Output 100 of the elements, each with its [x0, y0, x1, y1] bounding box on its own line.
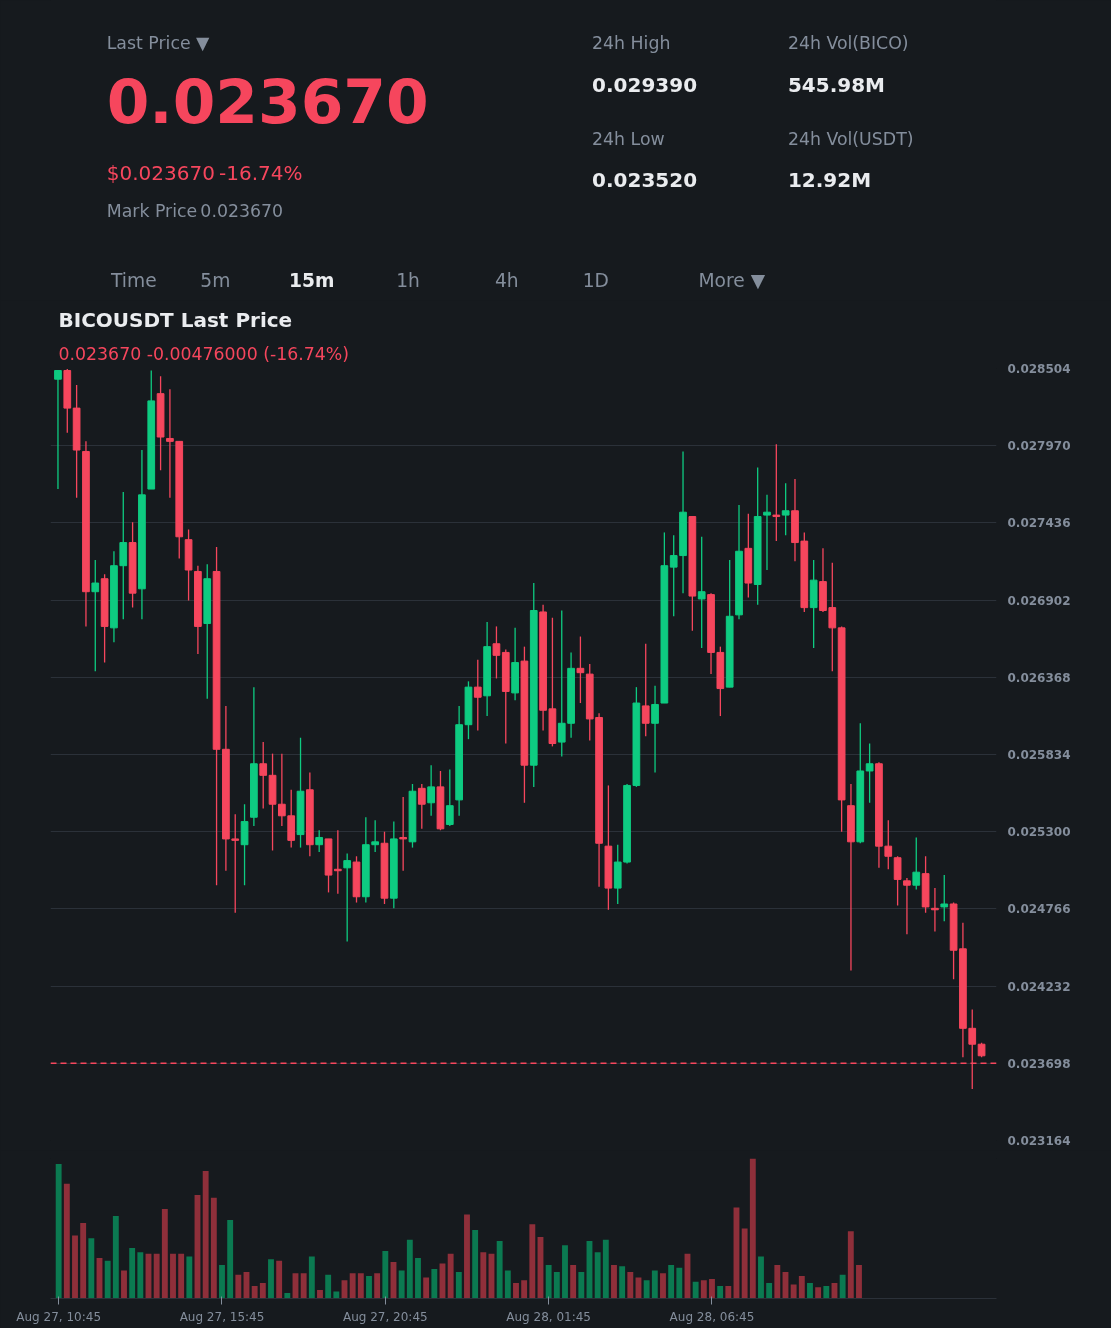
text: 0.023520	[592, 167, 698, 192]
text: $0.023670	[106, 160, 215, 185]
y-tick-label: 0.027436	[1007, 516, 1071, 531]
bar	[251, 1285, 258, 1299]
bar	[619, 1266, 626, 1299]
x-tick-label: Aug 27, 20:45	[342, 1309, 428, 1324]
bar	[455, 1271, 462, 1299]
bar	[553, 1271, 560, 1299]
candlestick	[473, 659, 482, 732]
bar	[815, 1287, 822, 1299]
text: 12.92M	[787, 167, 872, 192]
candlestick	[576, 635, 585, 704]
bar	[55, 1164, 62, 1299]
text: 1D	[582, 270, 609, 291]
candlestick	[641, 643, 650, 737]
bar	[88, 1238, 95, 1299]
bar	[717, 1285, 724, 1299]
candlestick	[781, 482, 790, 536]
bar	[823, 1285, 830, 1299]
text: 24h High	[592, 32, 671, 53]
bar	[431, 1269, 438, 1299]
bar	[774, 1264, 781, 1299]
chart-title: BICOUSDT Last Price	[58, 307, 293, 332]
bar	[284, 1292, 291, 1299]
bar	[382, 1250, 389, 1299]
y-tick-label: 0.026902	[1007, 593, 1071, 608]
bar	[725, 1285, 732, 1299]
bar	[235, 1274, 242, 1299]
y-tick-label: 0.023698	[1007, 1056, 1071, 1071]
candlestick	[940, 874, 949, 922]
bar	[602, 1239, 609, 1299]
bar	[668, 1264, 675, 1299]
bar	[137, 1252, 144, 1299]
bar	[545, 1264, 552, 1299]
text: Time	[109, 270, 157, 291]
bar	[676, 1267, 683, 1299]
candlestick	[417, 783, 426, 830]
x-tick-label: Aug 28, 06:45	[669, 1309, 755, 1324]
bar	[300, 1273, 307, 1299]
bar	[153, 1253, 160, 1299]
y-tick-label: 0.027970	[1007, 439, 1071, 454]
text: 24h Vol(USDT)	[787, 128, 914, 149]
candlestick	[427, 764, 435, 817]
candlestick	[54, 369, 62, 490]
candlestick	[240, 803, 249, 886]
bar	[210, 1197, 217, 1299]
bar	[529, 1224, 536, 1299]
text: 24h Low	[592, 128, 665, 149]
bar	[496, 1241, 503, 1299]
bar	[839, 1274, 846, 1299]
bar	[758, 1256, 764, 1299]
y-tick-label: 0.028504	[1007, 362, 1071, 376]
bar	[562, 1245, 568, 1299]
bar	[447, 1253, 454, 1299]
bar	[63, 1183, 70, 1299]
bar	[317, 1290, 323, 1299]
bar	[504, 1270, 511, 1299]
candlestick	[912, 836, 921, 891]
candlestick	[492, 625, 501, 680]
bar	[700, 1280, 707, 1299]
bar	[570, 1264, 577, 1299]
bar	[374, 1273, 381, 1299]
y-tick-label: 0.025300	[1007, 825, 1071, 840]
bar	[611, 1264, 617, 1299]
x-tick-label: Aug 27, 15:45	[179, 1309, 265, 1324]
bar	[357, 1273, 364, 1299]
bar	[709, 1278, 715, 1299]
candlestick	[651, 685, 659, 774]
candlestick	[763, 494, 771, 571]
bar	[170, 1253, 176, 1299]
candlestick	[91, 559, 100, 672]
bar	[798, 1276, 805, 1299]
bar	[594, 1252, 601, 1299]
candlestick	[903, 877, 911, 935]
bar	[578, 1271, 585, 1299]
bar	[129, 1248, 136, 1299]
bar	[227, 1220, 234, 1299]
bar	[643, 1280, 650, 1299]
bar	[308, 1256, 315, 1299]
candlestick	[231, 813, 240, 914]
text: 545.98M	[787, 72, 885, 97]
candlestick	[697, 536, 706, 649]
bar	[349, 1273, 356, 1299]
text: -16.74%	[219, 160, 303, 185]
bar	[121, 1270, 127, 1299]
bar	[741, 1228, 748, 1299]
bar	[423, 1277, 430, 1299]
text: Mark Price	[106, 200, 198, 221]
bar	[219, 1264, 225, 1299]
y-tick-label: 0.024766	[1007, 902, 1071, 917]
bar	[807, 1283, 813, 1299]
bar	[513, 1283, 519, 1299]
y-tick-label: 0.026368	[1007, 670, 1071, 685]
y-tick-label: 0.024232	[1007, 979, 1071, 994]
bar	[790, 1284, 797, 1299]
candlestick	[865, 742, 874, 804]
bar	[627, 1271, 634, 1299]
y-tick-label: 0.023164	[1007, 1134, 1071, 1148]
bar	[112, 1215, 119, 1299]
text: 0.023670	[106, 66, 429, 137]
